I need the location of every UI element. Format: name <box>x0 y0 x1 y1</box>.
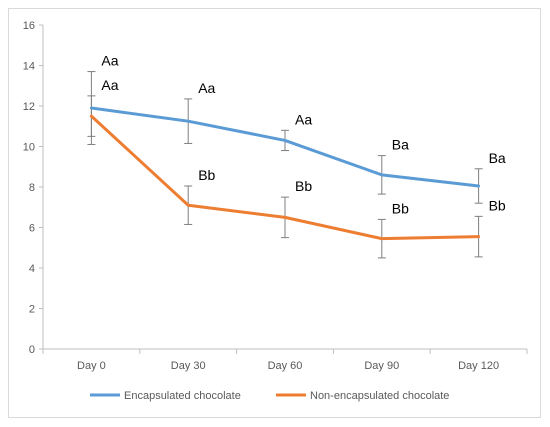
significance-label: Aa <box>101 53 118 69</box>
x-tick-label: Day 0 <box>77 360 106 372</box>
y-tick-label: 0 <box>29 344 35 356</box>
significance-label: Aa <box>198 80 215 96</box>
significance-label: Bb <box>198 167 215 183</box>
y-tick-labels: 0 2 4 6 8 10 12 14 16 <box>23 20 35 356</box>
significance-label: Ba <box>489 150 506 166</box>
series-lines <box>89 106 481 241</box>
legend-label: Encapsulated chocolate <box>124 390 241 402</box>
significance-labels: Aa Aa Aa Ba Ba Aa Bb Bb Bb Bb <box>101 53 506 217</box>
legend-item-1: Non-encapsulated chocolate <box>276 390 449 402</box>
x-tick-label: Day 90 <box>364 360 399 372</box>
y-tick-label: 16 <box>23 20 35 32</box>
significance-label: Ba <box>392 137 409 153</box>
significance-label: Bb <box>489 197 506 213</box>
series-line-1 <box>89 114 481 241</box>
legend: Encapsulated chocolate Non-encapsulated c… <box>90 390 449 402</box>
legend-item-0: Encapsulated chocolate <box>90 390 241 402</box>
x-tick-label: Day 60 <box>268 360 303 372</box>
significance-label: Aa <box>295 111 312 127</box>
axes <box>39 24 528 354</box>
significance-label: Bb <box>295 178 312 194</box>
x-tick-label: Day 120 <box>458 360 499 372</box>
significance-label: Aa <box>101 77 118 93</box>
y-tick-label: 2 <box>29 304 35 316</box>
error-bars <box>87 71 483 259</box>
y-tick-label: 4 <box>29 263 35 275</box>
chart-frame <box>8 8 541 418</box>
y-tick-label: 6 <box>29 223 35 235</box>
y-tick-label: 10 <box>23 142 35 154</box>
y-tick-label: 12 <box>23 101 35 113</box>
legend-label: Non-encapsulated chocolate <box>310 390 449 402</box>
x-tick-labels: Day 0 Day 30 Day 60 Day 90 Day 120 <box>77 360 499 372</box>
y-tick-label: 14 <box>23 61 35 73</box>
x-tick-label: Day 30 <box>171 360 206 372</box>
y-tick-label: 8 <box>29 182 35 194</box>
series-line-0 <box>89 106 481 188</box>
significance-label: Bb <box>392 200 409 216</box>
